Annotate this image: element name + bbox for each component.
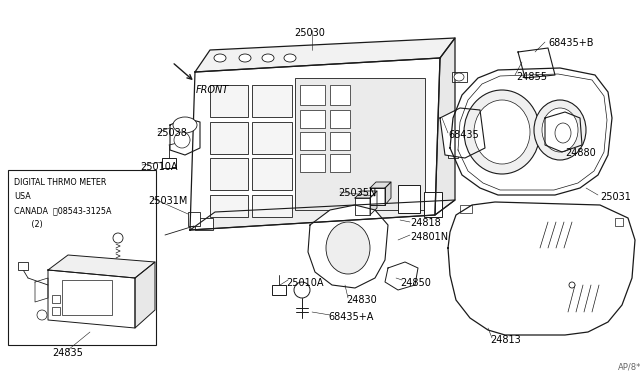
Polygon shape [355, 191, 377, 198]
Text: 68435: 68435 [448, 130, 479, 140]
Text: 68435+A: 68435+A [328, 312, 373, 322]
Polygon shape [355, 198, 370, 215]
Ellipse shape [474, 100, 530, 164]
Polygon shape [370, 191, 377, 215]
Ellipse shape [569, 282, 575, 288]
Polygon shape [448, 202, 635, 335]
Ellipse shape [214, 54, 226, 62]
Bar [272, 285, 286, 295]
Ellipse shape [174, 132, 190, 148]
Bar [300, 154, 325, 172]
Text: 25030: 25030 [294, 28, 325, 38]
Bar [162, 158, 176, 168]
Text: 68435+B: 68435+B [548, 38, 593, 48]
Text: 24835: 24835 [52, 348, 83, 358]
Bar [300, 132, 325, 150]
Polygon shape [308, 205, 388, 288]
Text: CANADA  Ⓝ08543-3125A: CANADA Ⓝ08543-3125A [14, 206, 111, 215]
Bar [300, 85, 325, 105]
Polygon shape [48, 255, 155, 278]
Bar [252, 122, 292, 154]
Bar [330, 154, 350, 172]
Text: FRONT: FRONT [196, 85, 229, 95]
Text: 24830: 24830 [346, 295, 377, 305]
Text: 24850: 24850 [400, 278, 431, 288]
Text: 25010A: 25010A [286, 278, 323, 288]
Ellipse shape [294, 282, 310, 298]
Polygon shape [190, 200, 455, 230]
Bar [448, 138, 458, 146]
Bar [210, 158, 248, 190]
Polygon shape [190, 58, 440, 230]
Text: USA: USA [14, 192, 31, 201]
Polygon shape [370, 182, 391, 188]
Bar [252, 195, 292, 217]
Polygon shape [170, 118, 200, 155]
Bar [460, 205, 472, 213]
Ellipse shape [326, 222, 370, 274]
Polygon shape [385, 262, 418, 290]
Bar [252, 158, 292, 190]
Text: 25035N: 25035N [338, 188, 376, 198]
Ellipse shape [284, 54, 296, 62]
Text: (2): (2) [14, 220, 43, 229]
Bar [52, 307, 60, 315]
Ellipse shape [555, 123, 571, 143]
Text: DIGITAL THRMO METER: DIGITAL THRMO METER [14, 178, 106, 187]
Text: 25038: 25038 [156, 128, 187, 138]
Text: 24880: 24880 [565, 148, 596, 158]
Text: 24813: 24813 [490, 335, 521, 345]
Bar [210, 195, 248, 217]
Bar [195, 218, 213, 230]
Text: 25031: 25031 [600, 192, 631, 202]
Text: 25031M: 25031M [148, 196, 188, 206]
Bar [210, 85, 248, 117]
Ellipse shape [542, 108, 578, 152]
Ellipse shape [454, 73, 464, 81]
Bar [52, 295, 60, 303]
Bar [330, 110, 350, 128]
Ellipse shape [37, 310, 47, 320]
Polygon shape [195, 38, 455, 72]
Bar [295, 78, 425, 210]
Bar [398, 185, 420, 213]
Ellipse shape [173, 117, 197, 133]
Text: AP/8*0P90: AP/8*0P90 [618, 362, 640, 371]
Polygon shape [48, 270, 135, 328]
Bar [615, 218, 623, 226]
Polygon shape [35, 278, 48, 302]
Bar [18, 262, 28, 270]
Polygon shape [458, 74, 607, 190]
Bar [188, 212, 200, 226]
Polygon shape [450, 68, 612, 195]
Bar [330, 132, 350, 150]
Polygon shape [440, 108, 485, 158]
Polygon shape [518, 48, 555, 78]
Bar [300, 110, 325, 128]
Polygon shape [385, 182, 391, 205]
Polygon shape [370, 188, 385, 205]
Text: 24801N: 24801N [410, 232, 448, 242]
Bar [448, 150, 458, 158]
Bar [330, 85, 350, 105]
Ellipse shape [239, 54, 251, 62]
Text: 24855: 24855 [516, 72, 547, 82]
Polygon shape [435, 38, 455, 215]
Ellipse shape [262, 54, 274, 62]
Text: 25010A: 25010A [140, 162, 177, 172]
Bar [452, 72, 467, 82]
Bar [252, 85, 292, 117]
Ellipse shape [464, 90, 540, 174]
Bar [424, 192, 442, 217]
Ellipse shape [113, 233, 123, 243]
Text: 24818: 24818 [410, 218, 441, 228]
Bar [8, 170, 156, 345]
Polygon shape [135, 262, 155, 328]
Polygon shape [545, 112, 582, 152]
Ellipse shape [534, 100, 586, 160]
Bar [62, 280, 112, 315]
Bar [210, 122, 248, 154]
